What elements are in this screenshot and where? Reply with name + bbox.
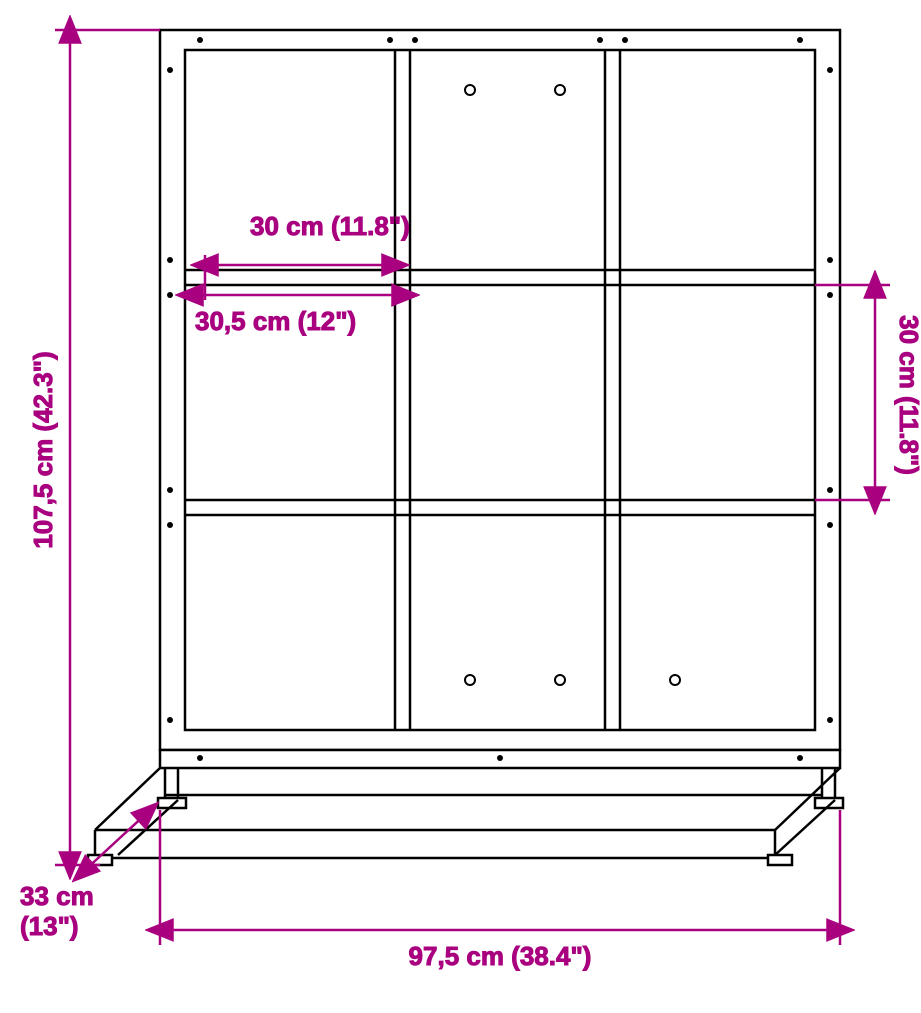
dim-height-total: 107,5 cm (42.3") xyxy=(28,351,58,548)
dim-width-total: 97,5 cm (38.4") xyxy=(409,941,592,971)
dim-depth: 33 cm(13") xyxy=(20,881,94,941)
dim-compartment-w: 30 cm (11.8") xyxy=(250,211,410,241)
dimension-diagram: 107,5 cm (42.3") 30 cm (11.8") 97,5 cm (… xyxy=(0,0,921,1013)
dim-compartment-h: 30 cm (11.8") xyxy=(894,315,921,475)
dim-compartment-w2: 30,5 cm (12") xyxy=(195,306,356,336)
furniture-drawing xyxy=(88,30,843,865)
